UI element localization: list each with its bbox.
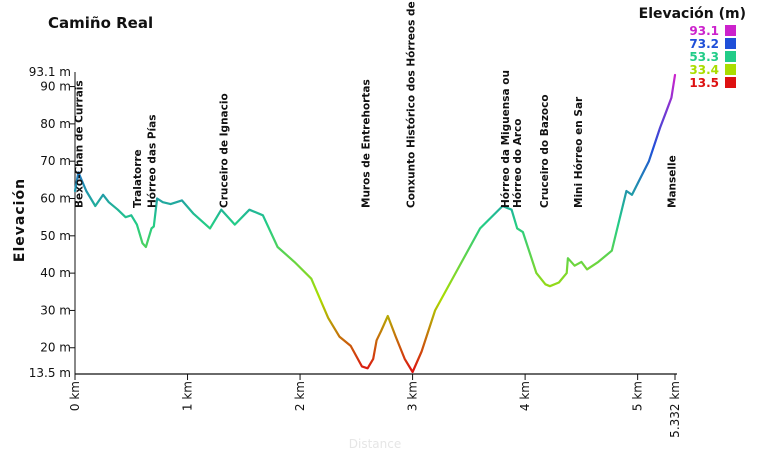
poi-label: Bexo-Chan de Currais bbox=[73, 80, 85, 208]
legend-value: 73.2 bbox=[689, 37, 719, 51]
poi-label: Cruceiro de Ignacio bbox=[219, 93, 231, 208]
legend-swatch bbox=[725, 38, 736, 49]
poi-label: Conxunto Histórico dos Hórreos de Imo bbox=[405, 0, 417, 208]
legend-entries: 93.173.253.333.413.5 bbox=[689, 24, 736, 90]
poi-label: Muros de Entrehortas bbox=[360, 79, 372, 208]
legend-swatch bbox=[725, 64, 736, 75]
y-tick-label: 50 m bbox=[40, 229, 71, 243]
poi-label: Tralatorre bbox=[132, 149, 144, 208]
y-tick-label: 80 m bbox=[40, 117, 71, 131]
legend-value: 33.4 bbox=[689, 63, 719, 77]
chart-title: Camiño Real bbox=[48, 14, 153, 32]
x-tick-label: 0 km bbox=[68, 381, 82, 411]
x-tick-label: 4 km bbox=[518, 381, 532, 411]
y-tick-label: 20 m bbox=[40, 341, 71, 355]
y-axis: 90 m 80 m 70 m 60 m 50 m 40 m 30 m 20 m 93.1 m 13… bbox=[29, 65, 76, 380]
poi-label: Hórreo das Pías bbox=[147, 115, 159, 209]
legend-value: 53.3 bbox=[689, 50, 719, 64]
y-min-label: 13.5 m bbox=[29, 366, 71, 380]
legend-swatch bbox=[725, 51, 736, 62]
poi-label: Mini Hórreo en Sar bbox=[573, 96, 585, 208]
y-ticks: 90 m 80 m 70 m 60 m 50 m 40 m 30 m 20 m 93.1 m 13… bbox=[29, 65, 75, 380]
legend-title: Elevación (m) bbox=[639, 6, 746, 22]
x-axis: 0 km 1 km 2 km 3 km 4 km 5 km 5.332 km bbox=[68, 373, 682, 438]
y-max-label: 93.1 m bbox=[29, 65, 71, 79]
legend-swatch bbox=[725, 25, 736, 36]
poi-label: Hórreo da Miguensa ou bbox=[500, 70, 512, 208]
x-tick-label: 3 km bbox=[406, 381, 420, 411]
x-tick-label: 1 km bbox=[181, 381, 195, 411]
elevation-profile-line bbox=[73, 73, 677, 374]
point-of-interest-labels: Bexo-Chan de Currais Tralatorre Hórreo das… bbox=[73, 0, 678, 208]
legend: Elevación (m) 93.173.253.333.413.5 bbox=[639, 6, 746, 90]
y-tick-label: 40 m bbox=[40, 266, 71, 280]
x-axis-label: Distance bbox=[349, 437, 401, 451]
x-tick-label: 2 km bbox=[293, 381, 307, 411]
legend-value: 93.1 bbox=[689, 24, 719, 38]
legend-value: 13.5 bbox=[689, 76, 719, 90]
x-tick-label: 5 km bbox=[631, 381, 645, 411]
y-tick-label: 90 m bbox=[40, 80, 71, 94]
y-axis-label: Elevación bbox=[12, 178, 28, 262]
x-ticks: 0 km 1 km 2 km 3 km 4 km 5 km 5.332 km bbox=[68, 374, 682, 438]
poi-label: Hórreo do Arco bbox=[512, 119, 524, 208]
y-tick-label: 70 m bbox=[40, 154, 71, 168]
y-tick-label: 30 m bbox=[40, 303, 71, 317]
poi-label: Cruceiro do Bazoco bbox=[539, 94, 551, 208]
legend-swatch bbox=[725, 77, 736, 88]
y-tick-label: 60 m bbox=[40, 192, 71, 206]
x-tick-label: 5.332 km bbox=[668, 381, 682, 438]
poi-label: Manselle bbox=[666, 155, 678, 208]
